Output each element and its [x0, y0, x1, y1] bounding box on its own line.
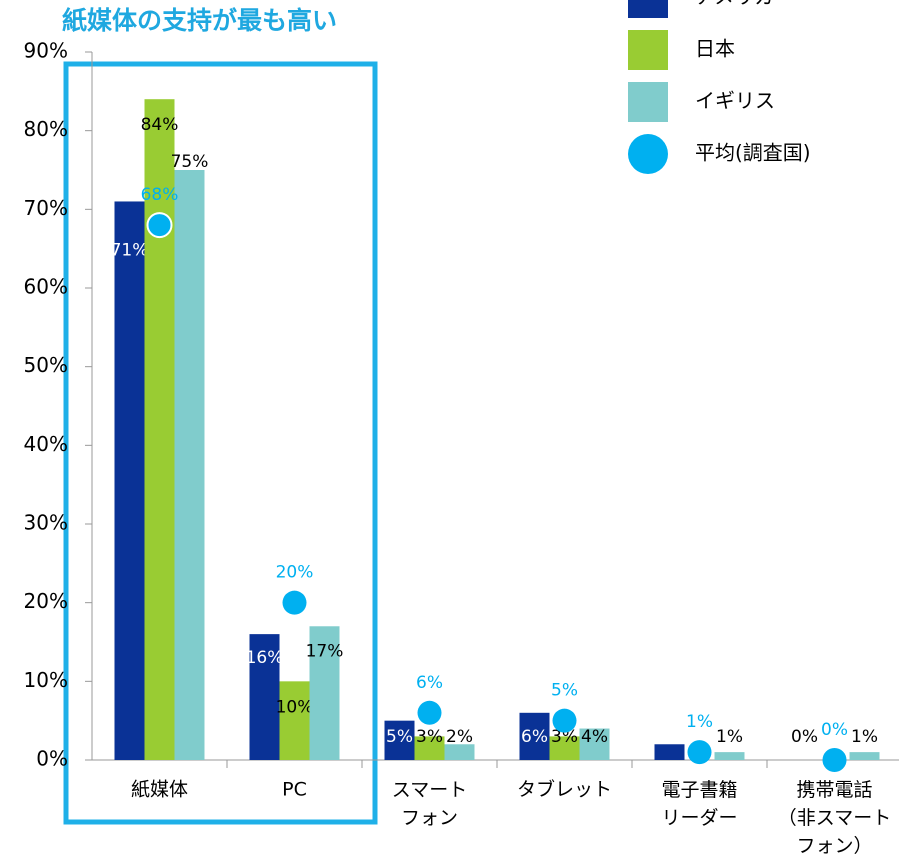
y-tick-label: 10% — [24, 668, 68, 692]
legend-label: アメリカ — [695, 0, 774, 9]
bar — [654, 744, 685, 760]
x-tick-label: PC — [282, 779, 307, 801]
x-tick-label: 紙媒体 — [131, 779, 188, 801]
x-tick-label: 携帯電話（非スマートフォン） — [778, 779, 891, 857]
average-marker — [552, 708, 577, 733]
y-tick-label: 0% — [36, 747, 68, 771]
bar — [249, 634, 280, 760]
bar — [309, 626, 340, 760]
average-marker — [687, 740, 712, 765]
data-label: 75% — [171, 152, 209, 172]
data-label: 3% — [551, 727, 578, 747]
bar — [519, 712, 550, 760]
y-tick-label: 90% — [24, 39, 68, 63]
bar — [579, 728, 610, 760]
y-tick-label: 70% — [24, 196, 68, 220]
average-marker — [417, 700, 442, 725]
data-label: 10% — [276, 697, 314, 717]
data-label: 1% — [716, 727, 743, 747]
data-label: 1% — [851, 727, 878, 747]
average-label: 20% — [276, 563, 314, 583]
bar — [849, 752, 880, 760]
legend-swatch — [628, 82, 668, 122]
x-tick-label: 電子書籍リーダー — [661, 779, 737, 829]
legend-swatch — [628, 30, 668, 70]
y-tick-label: 40% — [24, 432, 68, 456]
x-tick-label: スマートフォン — [392, 779, 467, 829]
average-label: 5% — [551, 681, 578, 701]
average-marker — [146, 212, 173, 239]
legend-swatch — [628, 134, 668, 174]
y-tick-label: 80% — [24, 117, 68, 141]
bar — [174, 170, 205, 760]
bar — [444, 744, 475, 760]
average-label: 6% — [416, 673, 443, 693]
bar — [279, 681, 310, 760]
data-label: 84% — [141, 115, 179, 135]
data-label: 5% — [386, 727, 413, 747]
data-label: 6% — [521, 727, 548, 747]
data-label: 0% — [791, 727, 818, 747]
bar — [414, 736, 445, 760]
average-marker — [282, 590, 307, 615]
data-label: 71% — [111, 240, 149, 260]
highlight-box — [63, 61, 378, 825]
legend-label: 日本 — [695, 37, 735, 61]
data-label: 4% — [581, 727, 608, 747]
x-tick-label: タブレット — [517, 778, 612, 801]
bar — [549, 736, 580, 760]
data-label: 2% — [446, 727, 473, 747]
legend-label: イギリス — [695, 89, 775, 113]
y-tick-label: 60% — [24, 275, 68, 299]
legend-swatch — [628, 0, 668, 18]
average-marker — [822, 748, 847, 772]
y-tick-label: 30% — [24, 511, 68, 535]
data-label: 16% — [246, 648, 284, 668]
y-tick-label: 20% — [24, 589, 68, 613]
average-label: 0% — [821, 720, 848, 740]
average-label: 1% — [686, 712, 713, 732]
bar — [144, 99, 175, 760]
annotation: 紙媒体の支持が最も高い — [62, 6, 337, 35]
bar — [114, 201, 145, 760]
data-label: 17% — [306, 641, 344, 661]
bar — [714, 752, 745, 760]
data-label: 2% — [656, 727, 683, 747]
bar — [384, 720, 415, 760]
average-label: 68% — [141, 185, 179, 205]
data-label: 3% — [416, 727, 443, 747]
y-tick-label: 50% — [24, 353, 68, 377]
legend-label: 平均(調査国) — [695, 141, 811, 165]
